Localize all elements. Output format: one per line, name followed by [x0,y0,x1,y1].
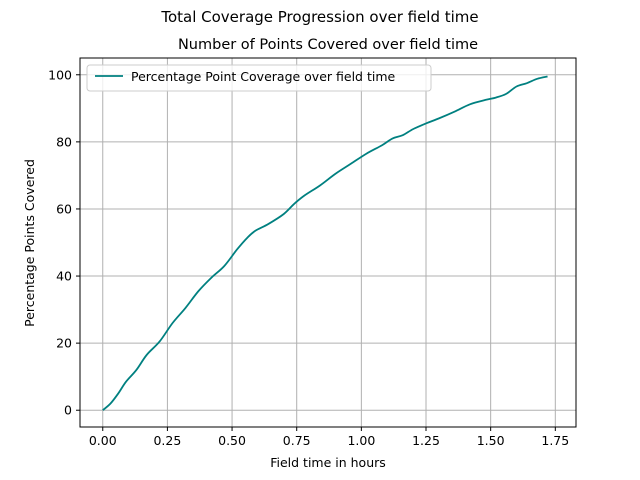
y-tick-label: 0 [64,403,72,418]
x-tick-label: 0.00 [89,433,117,448]
x-tick-label: 1.75 [541,433,569,448]
legend: Percentage Point Coverage over field tim… [86,64,432,92]
x-axis-label: Field time in hours [270,455,386,470]
y-tick-label: 40 [56,269,72,284]
y-axis-label: Percentage Points Covered [22,159,37,327]
x-tick-label: 0.25 [153,433,181,448]
legend-label: Percentage Point Coverage over field tim… [131,69,396,84]
x-tick-label: 0.75 [283,433,311,448]
chart-suptitle: Total Coverage Progression over field ti… [160,8,478,26]
legend-box [86,64,432,92]
y-tick-label: 100 [48,67,72,82]
x-tick-label: 1.25 [412,433,440,448]
series-layer [102,75,548,411]
y-tick-label: 80 [56,134,72,149]
grid [80,58,576,427]
x-tick-label: 1.50 [477,433,505,448]
chart-title: Number of Points Covered over field time [178,37,478,53]
x-tick-label: 0.50 [218,433,246,448]
y-tick-label: 60 [56,201,72,216]
series-line [102,75,548,411]
x-tick-label: 1.00 [347,433,375,448]
y-tick-label: 20 [56,336,72,351]
ticks: 0.00 0.25 0.50 0.75 1.00 1.25 1.50 1.75 0 20 40 60 8… [48,67,569,448]
plot-frame [79,57,577,428]
